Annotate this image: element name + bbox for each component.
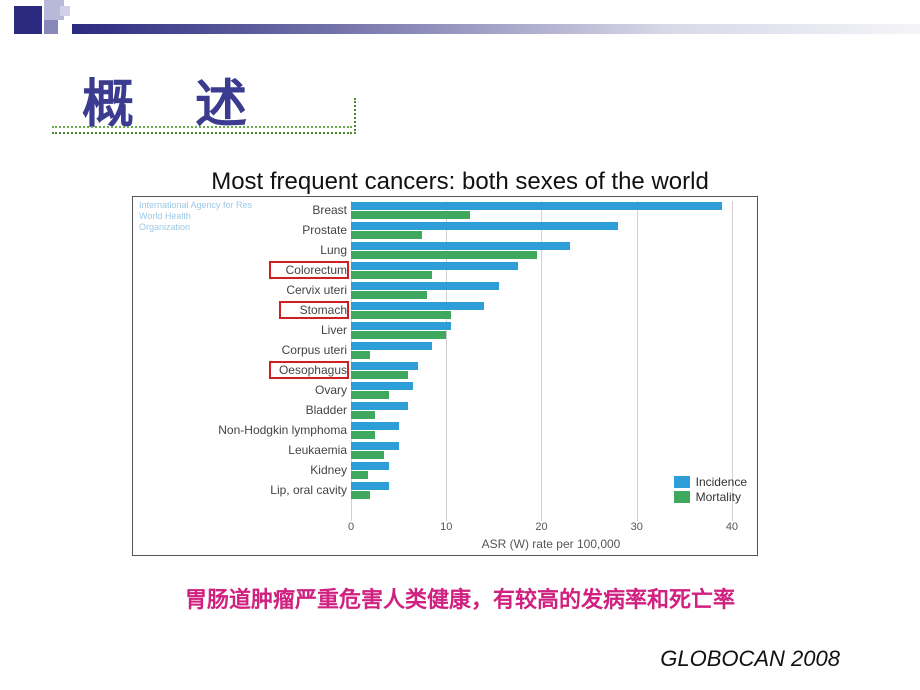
incidence-bar <box>351 322 451 330</box>
mortality-bar <box>351 431 375 439</box>
x-axis-label: ASR (W) rate per 100,000 <box>351 537 751 551</box>
incidence-bar <box>351 462 389 470</box>
incidence-bar <box>351 342 432 350</box>
legend-item: Mortality <box>674 490 747 504</box>
legend-swatch <box>674 491 690 503</box>
incidence-bar <box>351 302 484 310</box>
x-tick-label: 0 <box>348 521 354 533</box>
x-tick-label: 20 <box>535 521 547 533</box>
gridline <box>732 201 733 521</box>
incidence-bar <box>351 242 570 250</box>
legend-item: Incidence <box>674 475 747 489</box>
slide-header-decoration <box>0 0 920 46</box>
incidence-bar <box>351 402 408 410</box>
incidence-bar <box>351 202 722 210</box>
mortality-bar <box>351 351 370 359</box>
category-label: Kidney <box>310 463 347 477</box>
mortality-bar <box>351 411 375 419</box>
category-row: Kidney <box>133 461 351 481</box>
x-tick-label: 30 <box>631 521 643 533</box>
chart-legend: IncidenceMortality <box>674 474 747 505</box>
incidence-bar <box>351 442 399 450</box>
incidence-bar <box>351 422 399 430</box>
mortality-bar <box>351 331 446 339</box>
mortality-bar <box>351 311 451 319</box>
source-citation: GLOBOCAN 2008 <box>660 646 840 672</box>
incidence-bar <box>351 382 413 390</box>
category-label: Non-Hodgkin lymphoma <box>218 423 347 437</box>
gridline <box>637 201 638 521</box>
incidence-bar <box>351 282 499 290</box>
mortality-bar <box>351 471 368 479</box>
category-row: Lip, oral cavity <box>133 481 351 501</box>
category-label: Cervix uteri <box>286 283 347 297</box>
legend-label: Incidence <box>696 475 747 489</box>
category-label: Breast <box>312 203 347 217</box>
mortality-bar <box>351 371 408 379</box>
category-label: Prostate <box>302 223 347 237</box>
mortality-bar <box>351 211 470 219</box>
chart-container: International Agency for Res World Healt… <box>132 196 758 556</box>
incidence-bar <box>351 262 518 270</box>
highlight-box <box>279 301 349 319</box>
mortality-bar <box>351 271 432 279</box>
mortality-bar <box>351 291 427 299</box>
category-row: Bladder <box>133 401 351 421</box>
category-label: Bladder <box>306 403 347 417</box>
category-row: Cervix uteri <box>133 281 351 301</box>
incidence-bar <box>351 222 618 230</box>
category-row: Liver <box>133 321 351 341</box>
category-label: Leukaemia <box>288 443 347 457</box>
category-row: Leukaemia <box>133 441 351 461</box>
category-label: Corpus uteri <box>282 343 347 357</box>
category-label: Lip, oral cavity <box>270 483 347 497</box>
mortality-bar <box>351 231 422 239</box>
mortality-bar <box>351 391 389 399</box>
x-tick-label: 10 <box>440 521 452 533</box>
chart-title: Most frequent cancers: both sexes of the… <box>0 168 920 196</box>
category-row: Prostate <box>133 221 351 241</box>
category-label: Lung <box>320 243 347 257</box>
slide-caption: 胃肠道肿瘤严重危害人类健康，有较高的发病率和死亡率 <box>0 582 920 614</box>
incidence-bar <box>351 482 389 490</box>
category-row: Lung <box>133 241 351 261</box>
incidence-bar <box>351 362 418 370</box>
x-tick-label: 40 <box>726 521 738 533</box>
highlight-box <box>269 361 349 379</box>
category-row: Breast <box>133 201 351 221</box>
mortality-bar <box>351 491 370 499</box>
title-underline-decoration <box>52 118 352 134</box>
mortality-bar <box>351 251 537 259</box>
category-label: Liver <box>321 323 347 337</box>
highlight-box <box>269 261 349 279</box>
mortality-bar <box>351 451 384 459</box>
legend-swatch <box>674 476 690 488</box>
category-row: Corpus uteri <box>133 341 351 361</box>
legend-label: Mortality <box>696 490 741 504</box>
category-row: Non-Hodgkin lymphoma <box>133 421 351 441</box>
category-row: Ovary <box>133 381 351 401</box>
category-label: Ovary <box>315 383 347 397</box>
